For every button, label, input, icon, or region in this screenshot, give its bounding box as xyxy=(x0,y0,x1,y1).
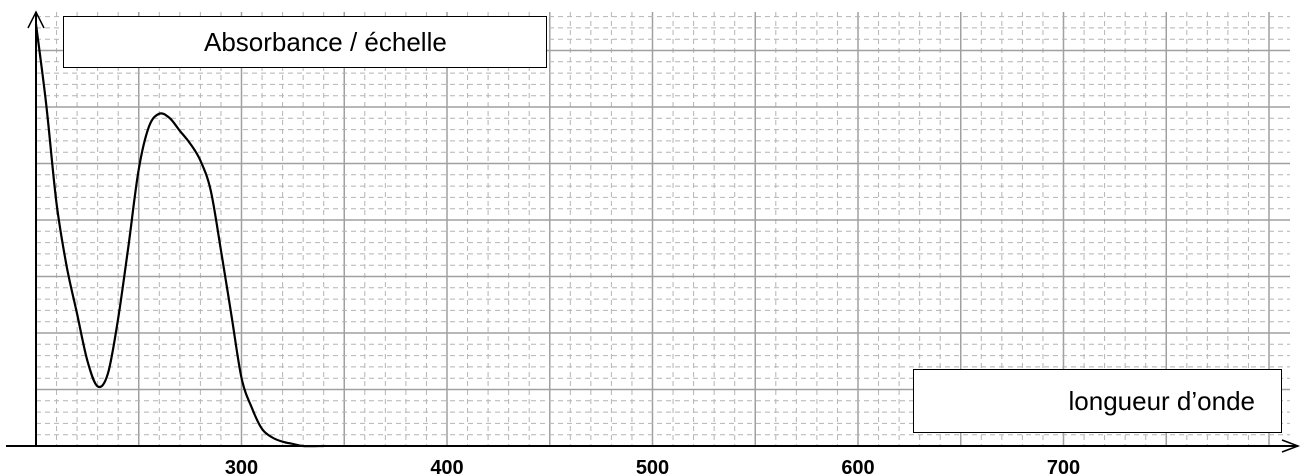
y-axis-label-text: Absorbance / échelle xyxy=(204,26,447,57)
x-tick-label: 400 xyxy=(430,457,463,476)
x-tick-labels: 300 400 500 600 700 xyxy=(225,457,1080,476)
x-axis-label: longueur d’onde xyxy=(913,369,1282,433)
x-tick-label: 500 xyxy=(636,457,669,476)
x-tick-label: 700 xyxy=(1047,457,1080,476)
x-axis-label-text: longueur d’onde xyxy=(1068,385,1256,416)
x-axis-arrow xyxy=(1281,439,1301,453)
axes xyxy=(6,10,1301,453)
x-tick-label: 300 xyxy=(225,457,258,476)
y-axis-label: Absorbance / échelle xyxy=(63,16,547,68)
y-axis-arrow xyxy=(27,10,45,29)
x-tick-label: 600 xyxy=(841,457,874,476)
absorbance-curve xyxy=(34,23,325,448)
